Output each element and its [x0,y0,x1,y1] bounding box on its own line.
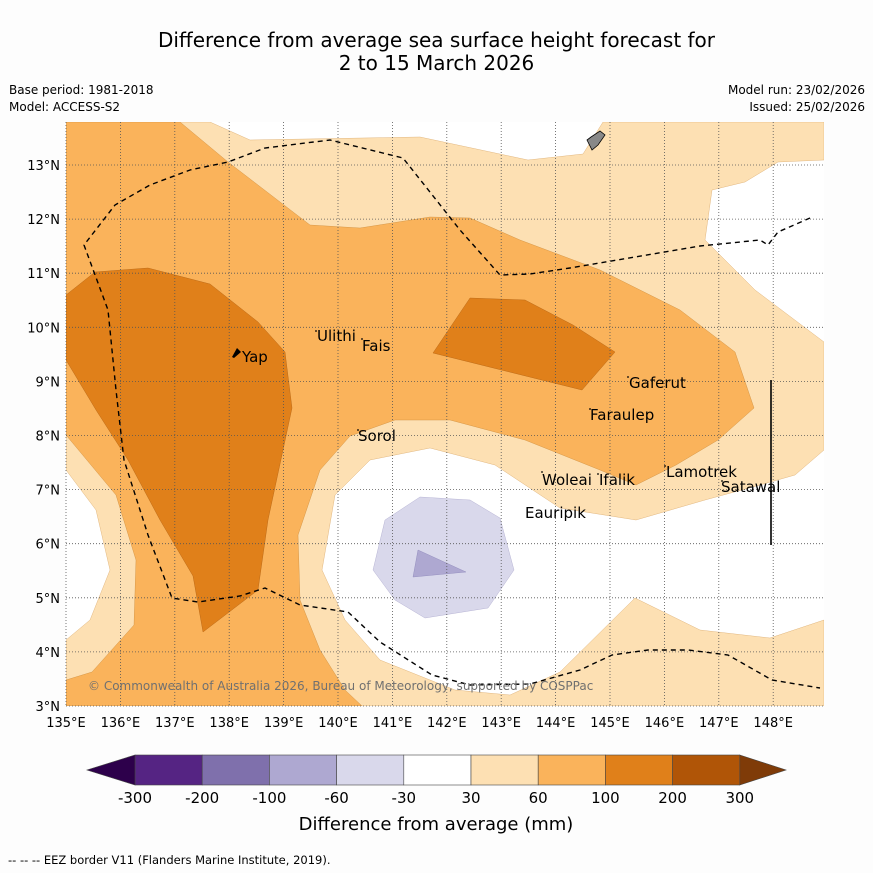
contour-100-200-east [432,297,616,391]
colorbar-segment [269,754,337,786]
place-label-ulithi: Ulithi [317,327,356,345]
chart-title: Difference from average sea surface heig… [157,28,716,52]
colorbar-segment [134,754,203,786]
lat-tick-label: 11°N [27,267,60,282]
lon-tick-label: 136°E [101,716,141,731]
lon-tick-label: 135°E [46,716,86,731]
contour-neg100-neg60 [412,549,467,578]
colorbar-extend-low [85,754,136,786]
lat-axis: 3°N 4°N 5°N 6°N 7°N 8°N 9°N 10°N 11°N 12°N 13°N [27,159,60,715]
lat-tick-label: 5°N [36,592,61,607]
place-label-satawal: Satawal [721,478,780,496]
place-label-gaferut: Gaferut [629,374,686,392]
lat-tick-label: 10°N [27,321,60,336]
colorbar-tick-label: 300 [725,789,754,807]
colorbar-tick-label: -200 [185,789,219,807]
lon-tick-label: 141°E [373,716,413,731]
chart-subtitle: 2 to 15 March 2026 [338,51,535,75]
place-label-lamotrek: Lamotrek [666,463,737,481]
contour-100-200-west [66,267,293,633]
yap-island [232,348,241,358]
graticule [65,122,824,707]
place-label-eauripik: Eauripik [525,504,586,522]
guam-island [586,130,606,151]
model-name: Model: ACCESS-S2 [9,100,121,114]
contour-layers [66,122,824,706]
colorbar-tick-label: -60 [324,789,349,807]
colorbar-segment [470,754,539,786]
colorbar-segment [336,754,405,786]
lon-tick-label: 140°E [318,716,358,731]
place-label-yap: Yap [241,348,268,366]
lon-tick-label: 143°E [481,716,521,731]
lon-tick-label: 146°E [645,716,685,731]
lat-tick-label: 8°N [36,430,61,445]
place-label-ifalik: Ifalik [599,471,635,489]
colorbar-tick-label: -300 [118,789,152,807]
eez-footnote: -- -- -- EEZ border V11 (Flanders Marine… [8,853,331,867]
colorbar-segment [537,754,606,786]
place-label-fais: Fais [362,337,391,355]
colorbar-label: Difference from average (mm) [299,814,574,835]
lon-axis: 135°E 136°E 137°E 138°E 139°E 140°E 141°E 142°E… [46,716,793,731]
lat-tick-label: 3°N [36,700,61,715]
colorbar-segment [605,754,673,786]
lon-tick-label: 148°E [753,716,793,731]
colorbar-tick-label: 100 [591,789,620,807]
lat-tick-label: 13°N [27,159,60,174]
colorbar-tick-label: 60 [529,789,548,807]
lat-tick-label: 9°N [36,375,61,390]
lon-tick-label: 142°E [427,716,467,731]
lon-tick-label: 145°E [590,716,630,731]
lon-tick-label: 137°E [155,716,195,731]
colorbar-tick-label: 30 [461,789,480,807]
colorbar-segment [403,754,472,786]
lat-tick-label: 12°N [27,213,60,228]
lat-tick-label: 7°N [36,484,61,499]
colorbar-tick-label: 200 [658,789,687,807]
base-period: Base period: 1981-2018 [9,83,154,97]
lon-tick-label: 144°E [536,716,576,731]
issued-date: Issued: 25/02/2026 [749,100,865,114]
colorbar-segment [201,754,270,786]
lat-tick-label: 6°N [36,538,61,553]
colorbar-tick-label: -30 [392,789,417,807]
model-run: Model run: 23/02/2026 [727,83,865,97]
lon-tick-label: 147°E [699,716,739,731]
colorbar-extend-high [739,754,787,786]
copyright-text: © Commonwealth of Australia 2026, Bureau… [88,679,593,693]
colorbar [85,754,787,786]
place-label-woleai: Woleai [542,471,592,489]
colorbar-tick-label: -100 [252,789,286,807]
lon-tick-label: 139°E [264,716,304,731]
colorbar-ticks: -300 -200 -100 -60 -30 30 60 100 200 300 [118,789,754,807]
eez-border-line [83,139,821,689]
colorbar-segment [672,754,741,786]
place-label-sorol: Sorol [358,427,396,445]
island-dots [315,330,723,482]
lon-tick-label: 138°E [209,716,249,731]
lat-tick-label: 4°N [36,646,61,661]
place-label-faraulep: Faraulep [590,406,654,424]
